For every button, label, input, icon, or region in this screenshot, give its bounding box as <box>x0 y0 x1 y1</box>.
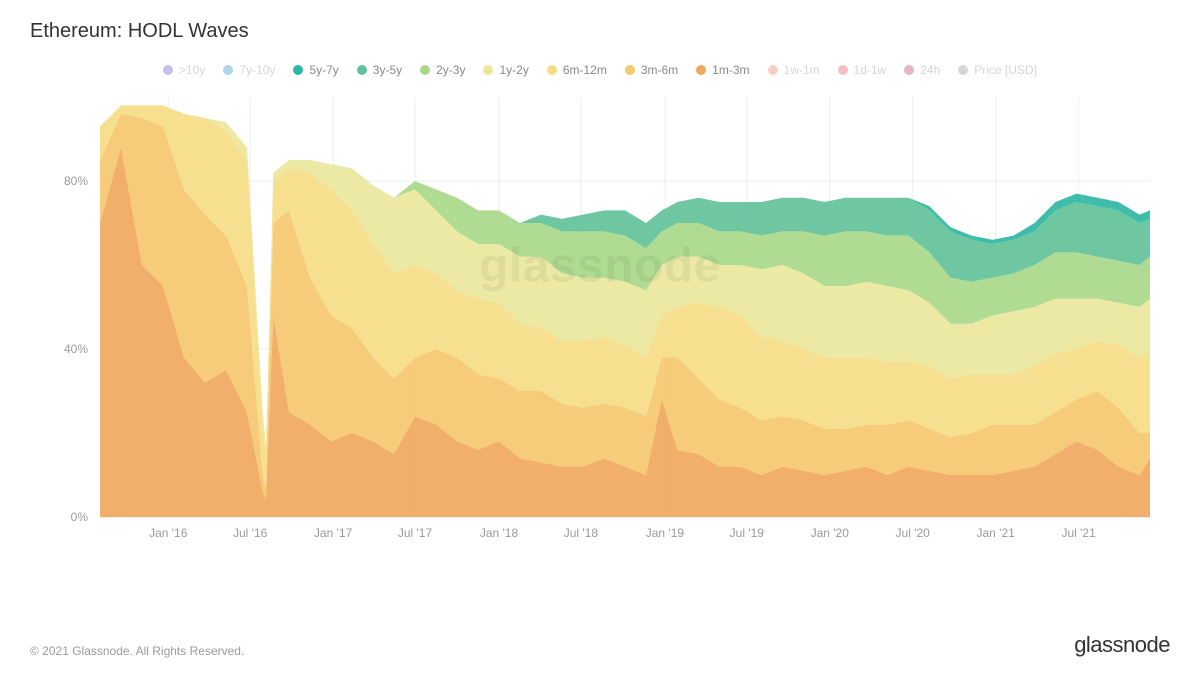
legend-dot <box>768 65 778 75</box>
legend-label: >10y <box>179 63 205 77</box>
legend-label: Price [USD] <box>974 63 1037 77</box>
legend-item[interactable]: 5y-7y <box>293 63 338 77</box>
legend-label: 2y-3y <box>436 63 465 77</box>
legend-label: 24h <box>920 63 940 77</box>
y-tick-label: 40% <box>64 342 88 356</box>
legend-label: 1y-2y <box>499 63 528 77</box>
legend-dot <box>958 65 968 75</box>
legend-item[interactable]: Price [USD] <box>958 63 1037 77</box>
legend-dot <box>625 65 635 75</box>
legend-label: 3m-6m <box>641 63 678 77</box>
legend-dot <box>163 65 173 75</box>
legend-item[interactable]: 1w-1m <box>768 63 820 77</box>
legend-item[interactable]: 3y-5y <box>357 63 402 77</box>
x-tick-label: Jan '16 <box>149 526 188 540</box>
legend-item[interactable]: 24h <box>904 63 940 77</box>
x-tick-label: Jan '20 <box>811 526 850 540</box>
chart-area: glassnode 0%40%80%Jan '16Jul '16Jan '17J… <box>30 87 1170 557</box>
x-tick-label: Jul '17 <box>398 526 433 540</box>
legend-label: 1d-1w <box>854 63 887 77</box>
legend-item[interactable]: 2y-3y <box>420 63 465 77</box>
legend-label: 1w-1m <box>784 63 820 77</box>
legend-label: 3y-5y <box>373 63 402 77</box>
legend: >10y 7y-10y 5y-7y 3y-5y 2y-3y 1y-2y 6m-12m 3m-6… <box>30 63 1170 77</box>
legend-item[interactable]: 7y-10y <box>223 63 275 77</box>
x-tick-label: Jul '19 <box>730 526 765 540</box>
legend-dot <box>357 65 367 75</box>
legend-label: 7y-10y <box>239 63 275 77</box>
legend-dot <box>420 65 430 75</box>
legend-dot <box>904 65 914 75</box>
legend-item[interactable]: 1d-1w <box>838 63 887 77</box>
x-tick-label: Jul '20 <box>896 526 931 540</box>
legend-item[interactable]: 1m-3m <box>696 63 749 77</box>
brand-logo: glassnode <box>1074 632 1170 658</box>
x-tick-label: Jan '18 <box>480 526 519 540</box>
x-tick-label: Jul '16 <box>233 526 268 540</box>
legend-label: 1m-3m <box>712 63 749 77</box>
legend-label: 6m-12m <box>563 63 607 77</box>
copyright-text: © 2021 Glassnode. All Rights Reserved. <box>30 644 244 658</box>
stacked-area-chart: 0% 40% 80% Jan '16 Jul '16 Jan '17 Jul '17 Jan … <box>30 87 1170 557</box>
legend-item[interactable]: 3m-6m <box>625 63 678 77</box>
y-tick-label: 0% <box>71 510 89 524</box>
x-tick-label: Jan '19 <box>646 526 685 540</box>
y-tick-label: 80% <box>64 174 88 188</box>
legend-dot <box>838 65 848 75</box>
legend-item[interactable]: 1y-2y <box>483 63 528 77</box>
legend-dot <box>293 65 303 75</box>
x-tick-label: Jul '21 <box>1061 526 1096 540</box>
legend-label: 5y-7y <box>309 63 338 77</box>
legend-dot <box>483 65 493 75</box>
legend-item[interactable]: 6m-12m <box>547 63 607 77</box>
x-tick-label: Jan '17 <box>314 526 353 540</box>
x-tick-label: Jan '21 <box>976 526 1015 540</box>
x-tick-label: Jul '18 <box>564 526 599 540</box>
chart-title: Ethereum: HODL Waves <box>30 20 1170 43</box>
legend-item[interactable]: >10y <box>163 63 205 77</box>
legend-dot <box>696 65 706 75</box>
legend-dot <box>547 65 557 75</box>
legend-dot <box>223 65 233 75</box>
